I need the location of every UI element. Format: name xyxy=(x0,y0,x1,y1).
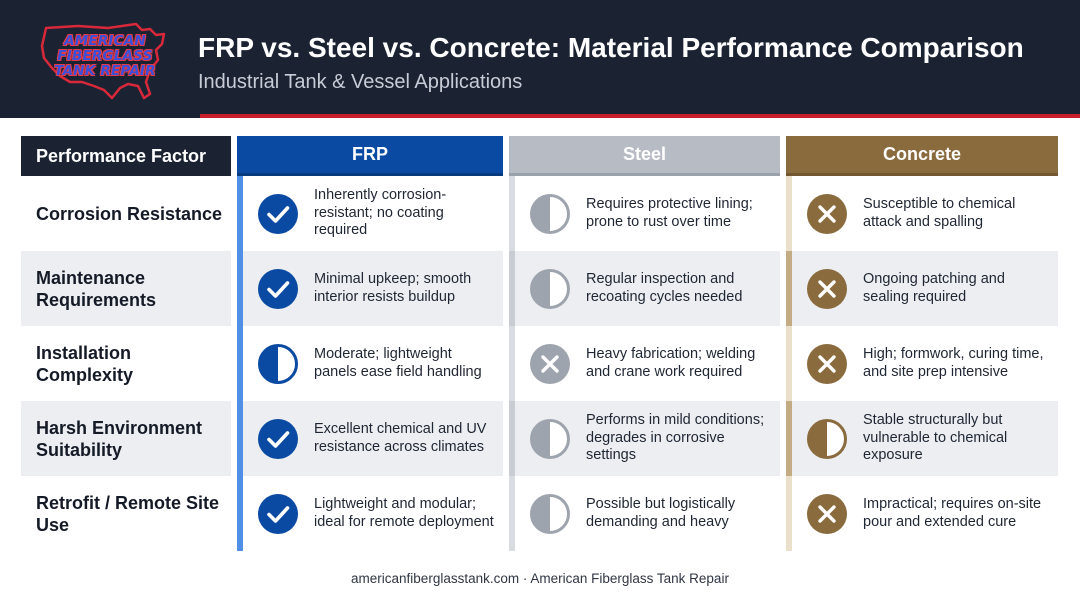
steel-accent-bar xyxy=(509,326,515,401)
page-subtitle: Industrial Tank & Vessel Applications xyxy=(198,71,523,93)
steel-cell: Performs in mild conditions; degrades in… xyxy=(509,401,780,476)
steel-description: Possible but logistically demanding and … xyxy=(586,496,736,530)
half-circle-icon xyxy=(529,418,571,460)
column-header-concrete: Concrete xyxy=(786,136,1058,176)
half-circle-icon xyxy=(529,268,571,310)
frp-accent-bar xyxy=(237,176,243,251)
concrete-accent-bar xyxy=(786,401,792,476)
concrete-cell: Ongoing patching and sealing required xyxy=(786,251,1058,326)
table-row: Maintenance Requirements Minimal upkeep; … xyxy=(0,251,1080,326)
steel-cell: Requires protective lining; prone to rus… xyxy=(509,176,780,251)
frp-description: Lightweight and modular; ideal for remot… xyxy=(314,496,494,530)
concrete-accent-bar xyxy=(786,326,792,401)
performance-factor-label: Installation Complexity xyxy=(36,342,134,385)
frp-cell: Excellent chemical and UV resistance acr… xyxy=(237,401,503,476)
concrete-accent-bar xyxy=(786,176,792,251)
concrete-description: Impractical; requires on-site pour and e… xyxy=(863,496,1042,530)
check-circle-icon xyxy=(257,268,299,310)
concrete-cell: High; formwork, curing time, and site pr… xyxy=(786,326,1058,401)
table-row: Corrosion Resistance Inherently corrosion… xyxy=(0,176,1080,251)
steel-description: Heavy fabrication; welding and crane wor… xyxy=(586,346,756,380)
check-circle-icon xyxy=(257,193,299,235)
concrete-accent-bar xyxy=(786,251,792,326)
header-divider xyxy=(0,114,1080,118)
logo-wordmark: AMERICAN FIBERGLASS TANK REPAIR xyxy=(54,33,156,79)
x-circle-icon xyxy=(529,343,571,385)
frp-cell: Minimal upkeep; smooth interior resists … xyxy=(237,251,503,326)
x-circle-icon xyxy=(806,343,848,385)
check-circle-icon xyxy=(257,418,299,460)
usa-map-outline-icon xyxy=(40,22,166,100)
steel-accent-bar xyxy=(509,176,515,251)
header-banner: AMERICAN FIBERGLASS TANK REPAIR FRP vs. … xyxy=(0,0,1080,114)
table-row: Installation Complexity Moderate; lightwe… xyxy=(0,326,1080,401)
steel-accent-bar xyxy=(509,251,515,326)
performance-factor-label: Maintenance Requirements xyxy=(21,251,231,326)
frp-description: Minimal upkeep; smooth interior resists … xyxy=(314,271,472,305)
x-circle-icon xyxy=(806,193,848,235)
concrete-description: Stable structurally but vulnerable to ch… xyxy=(863,412,1008,463)
performance-factor-label: Corrosion Resistance xyxy=(36,203,223,224)
column-header-factor: Performance Factor xyxy=(21,136,231,176)
half-circle-icon xyxy=(806,418,848,460)
steel-cell: Regular inspection and recoating cycles … xyxy=(509,251,780,326)
frp-accent-bar xyxy=(237,401,243,476)
concrete-description: Ongoing patching and sealing required xyxy=(863,271,1005,305)
x-circle-icon xyxy=(806,268,848,310)
steel-cell: Heavy fabrication; welding and crane wor… xyxy=(509,326,780,401)
concrete-description: High; formwork, curing time, and site pr… xyxy=(863,346,1044,380)
steel-accent-bar xyxy=(509,401,515,476)
table-row: Retrofit / Remote Site Use Lightweight an… xyxy=(0,476,1080,551)
frp-cell: Moderate; lightweight panels ease field … xyxy=(237,326,503,401)
check-circle-icon xyxy=(257,493,299,535)
frp-description: Inherently corrosion-resistant; no coati… xyxy=(314,187,447,238)
performance-factor-label: Retrofit / Remote Site Use xyxy=(36,492,220,535)
frp-description: Moderate; lightweight panels ease field … xyxy=(314,346,482,380)
frp-cell: Inherently corrosion-resistant; no coati… xyxy=(237,176,503,251)
performance-factor-label: Harsh Environment Suitability xyxy=(21,401,231,476)
footer-credit: americanfiberglasstank.com · American Fi… xyxy=(351,571,729,586)
frp-accent-bar xyxy=(237,326,243,401)
x-circle-icon xyxy=(806,493,848,535)
steel-cell: Possible but logistically demanding and … xyxy=(509,476,780,551)
steel-description: Requires protective lining; prone to rus… xyxy=(586,196,753,230)
concrete-cell: Impractical; requires on-site pour and e… xyxy=(786,476,1058,551)
half-circle-icon xyxy=(257,343,299,385)
steel-accent-bar xyxy=(509,476,515,551)
concrete-description: Susceptible to chemical attack and spall… xyxy=(863,196,1016,230)
frp-accent-bar xyxy=(237,251,243,326)
page-title: FRP vs. Steel vs. Concrete: Material Per… xyxy=(198,32,1024,63)
column-header-frp: FRP xyxy=(237,136,503,176)
half-circle-icon xyxy=(529,493,571,535)
table-row: Harsh Environment Suitability Excellent c… xyxy=(0,401,1080,476)
concrete-cell: Stable structurally but vulnerable to ch… xyxy=(786,401,1058,476)
steel-description: Performs in mild conditions; degrades in… xyxy=(586,412,765,463)
frp-description: Excellent chemical and UV resistance acr… xyxy=(314,421,487,455)
concrete-accent-bar xyxy=(786,476,792,551)
frp-cell: Lightweight and modular; ideal for remot… xyxy=(237,476,503,551)
half-circle-icon xyxy=(529,193,571,235)
concrete-cell: Susceptible to chemical attack and spall… xyxy=(786,176,1058,251)
company-logo: AMERICAN FIBERGLASS TANK REPAIR xyxy=(38,20,170,104)
column-header-steel: Steel xyxy=(509,136,780,176)
frp-accent-bar xyxy=(237,476,243,551)
steel-description: Regular inspection and recoating cycles … xyxy=(586,271,743,305)
